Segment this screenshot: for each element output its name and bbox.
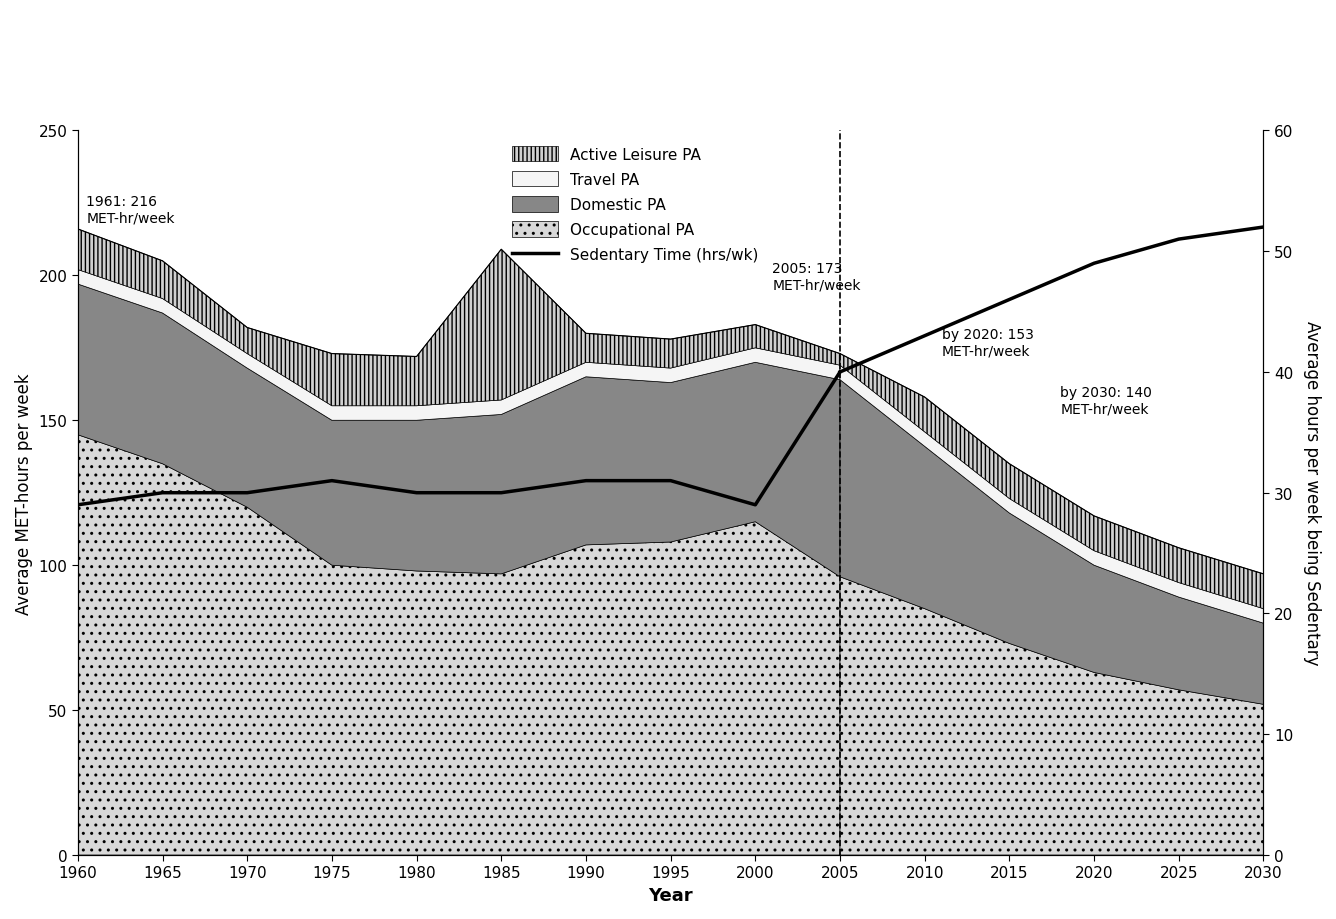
Text: by 2020: 153
MET-hr/week: by 2020: 153 MET-hr/week	[942, 328, 1034, 358]
Text: by 2030: 140
MET-hr/week: by 2030: 140 MET-hr/week	[1061, 386, 1152, 416]
Y-axis label: Average hours per week being Sedentary: Average hours per week being Sedentary	[1303, 321, 1321, 665]
Text: 2005: 173
MET-hr/week: 2005: 173 MET-hr/week	[772, 262, 860, 291]
Text: 1961: 216
MET-hr/week: 1961: 216 MET-hr/week	[87, 195, 175, 225]
Y-axis label: Average MET-hours per week: Average MET-hours per week	[15, 372, 33, 614]
Legend: Active Leisure PA, Travel PA, Domestic PA, Occupational PA, Sedentary Time (hrs/: Active Leisure PA, Travel PA, Domestic P…	[504, 139, 766, 270]
X-axis label: Year: Year	[648, 886, 693, 904]
